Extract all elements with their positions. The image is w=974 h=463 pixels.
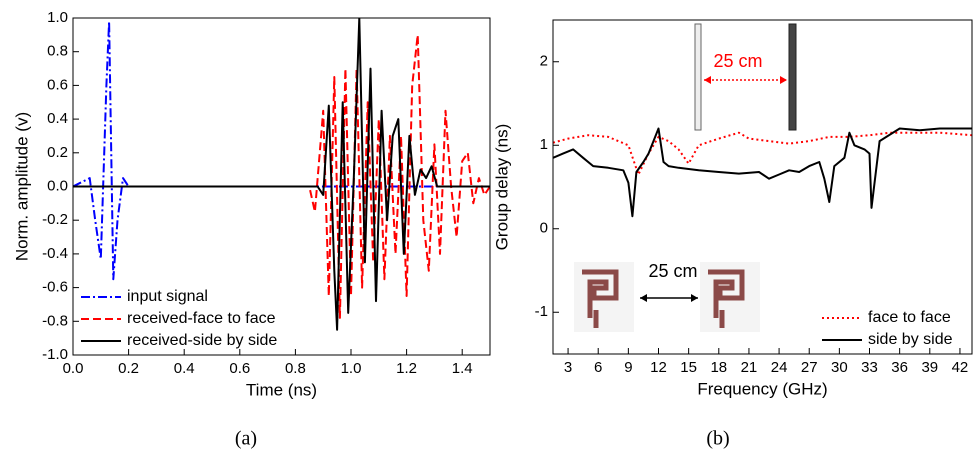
y-tick-label: 0.6 [47, 76, 68, 93]
x-tick-label: 0.4 [174, 360, 195, 377]
y-tick-label: -1 [535, 303, 548, 320]
x-tick-label: 36 [891, 359, 908, 376]
x-tick-label: 33 [861, 359, 878, 376]
x-tick-label: 3 [564, 359, 572, 376]
y-tick-label: 1.0 [47, 9, 68, 26]
series-line [73, 20, 490, 281]
x-tick-label: 27 [801, 359, 818, 376]
legend-label: input signal [127, 288, 208, 305]
legend-label: side by side [868, 331, 953, 348]
series-line [553, 127, 972, 218]
x-axis-label: Time (ns) [246, 380, 317, 399]
y-axis-label: Norm. amplitude (v) [12, 112, 31, 261]
x-tick-label: 18 [710, 359, 727, 376]
y-tick-label: 0.0 [47, 177, 68, 194]
x-tick-label: 39 [921, 359, 938, 376]
legend-label: face to face [868, 309, 951, 326]
x-tick-label: 1.0 [341, 360, 362, 377]
x-tick-label: 0.6 [229, 360, 250, 377]
y-tick-label: -0.6 [42, 279, 68, 296]
legend-label: received-side by side [127, 332, 277, 349]
x-tick-label: 9 [624, 359, 632, 376]
x-tick-label: 0.2 [118, 360, 139, 377]
y-tick-label: -1.0 [42, 346, 68, 363]
plot-area [73, 18, 490, 331]
y-tick-label: -0.8 [42, 312, 68, 329]
x-tick-label: 1.2 [396, 360, 417, 377]
plot-frame [552, 19, 973, 355]
x-tick-label: 0.0 [63, 360, 84, 377]
x-tick-label: 42 [952, 359, 969, 376]
y-tick-label: 2 [540, 53, 548, 70]
x-tick-label: 24 [771, 359, 788, 376]
y-tick-label: 0.2 [47, 144, 68, 161]
x-tick-label: 6 [594, 359, 602, 376]
x-tick-label: 0.8 [285, 360, 306, 377]
series-line [73, 18, 490, 331]
series-line [73, 33, 490, 319]
annotation: 25 cm [713, 51, 762, 71]
plot-area [553, 127, 972, 218]
x-tick-label: 15 [680, 359, 697, 376]
illustration [574, 23, 797, 332]
plot-frame [72, 17, 491, 356]
y-axis-label: Group delay (ns) [492, 124, 511, 251]
x-tick-label: 21 [741, 359, 758, 376]
y-tick-label: 0.4 [47, 110, 68, 127]
y-tick-label: -0.4 [42, 245, 68, 262]
x-tick-label: 30 [831, 359, 848, 376]
caption: (b) [706, 428, 729, 450]
y-tick-label: 0 [540, 220, 548, 237]
y-tick-label: -0.2 [42, 211, 68, 228]
annotation: 25 cm [648, 261, 697, 281]
x-axis-label: Frequency (GHz) [697, 379, 827, 398]
legend-label: received-face to face [127, 310, 276, 327]
caption: (a) [235, 428, 257, 450]
y-tick-label: 0.8 [47, 43, 68, 60]
x-tick-label: 1.4 [452, 360, 473, 377]
x-tick-label: 12 [650, 359, 667, 376]
y-tick-label: 1 [540, 136, 548, 153]
